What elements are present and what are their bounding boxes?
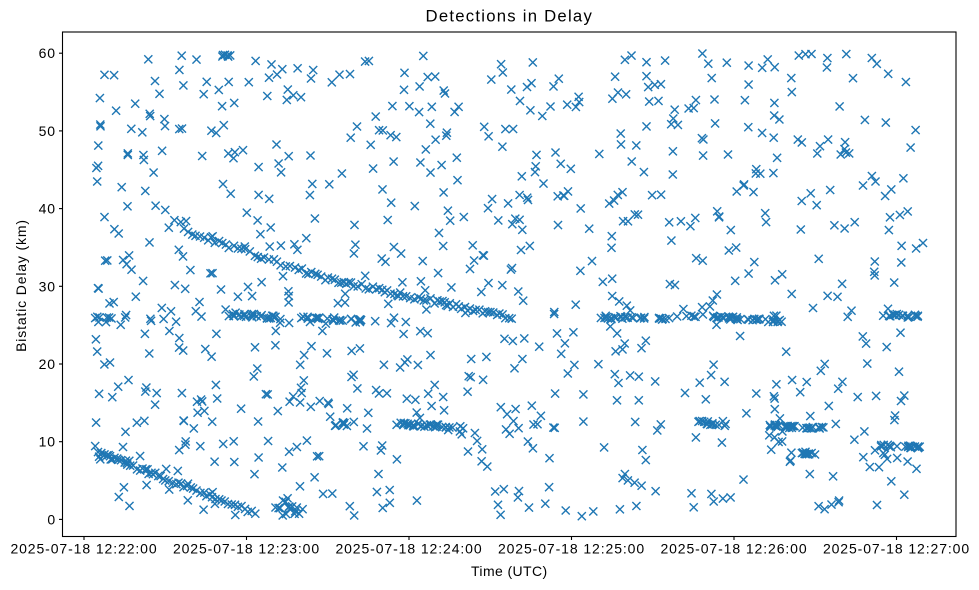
svg-text:2025-07-18 12:27:00: 2025-07-18 12:27:00 (823, 541, 970, 557)
svg-text:2025-07-18 12:25:00: 2025-07-18 12:25:00 (498, 541, 645, 557)
svg-text:Bistatic Delay (km): Bistatic Delay (km) (13, 219, 29, 352)
svg-text:20: 20 (39, 356, 56, 372)
svg-text:0: 0 (47, 511, 56, 527)
svg-text:60: 60 (39, 45, 56, 61)
svg-text:40: 40 (39, 201, 56, 217)
svg-text:2025-07-18 12:26:00: 2025-07-18 12:26:00 (660, 541, 807, 557)
svg-text:50: 50 (39, 123, 56, 139)
svg-text:Time (UTC): Time (UTC) (471, 563, 548, 579)
svg-text:2025-07-18 12:22:00: 2025-07-18 12:22:00 (10, 541, 157, 557)
svg-text:2025-07-18 12:24:00: 2025-07-18 12:24:00 (335, 541, 482, 557)
svg-text:30: 30 (39, 278, 56, 294)
svg-text:10: 10 (39, 434, 56, 450)
svg-text:Detections in Delay: Detections in Delay (426, 7, 594, 26)
svg-text:2025-07-18 12:23:00: 2025-07-18 12:23:00 (173, 541, 320, 557)
